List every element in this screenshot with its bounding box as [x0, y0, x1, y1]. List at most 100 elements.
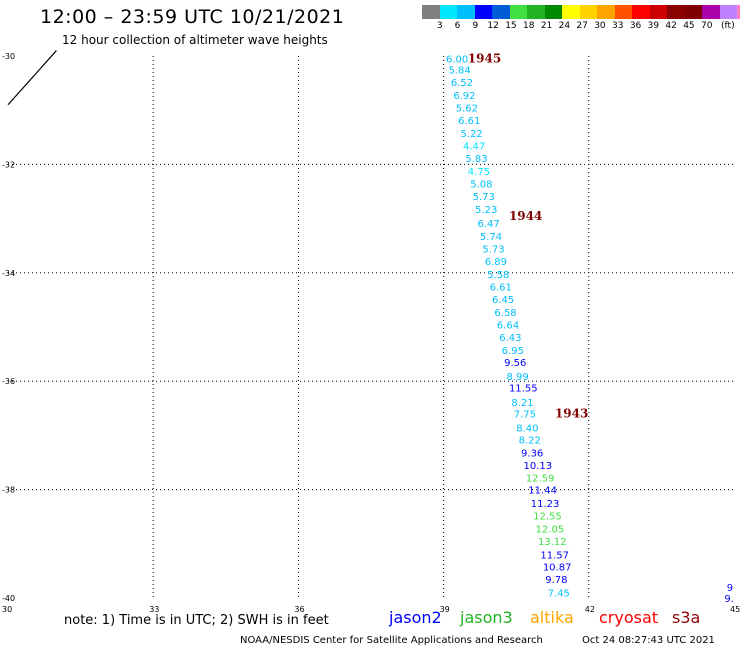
map-subtitle: 12 hour collection of altimeter wave hei…	[62, 33, 328, 47]
colorbar-tick-label: 45	[683, 21, 695, 31]
lon-tick-label: 39	[440, 605, 450, 614]
footer-note: note: 1) Time is in UTC; 2) SWH is in fe…	[64, 613, 329, 628]
satellite-legend-jason3: jason3	[460, 608, 513, 627]
colorbar-swatch	[597, 5, 615, 19]
satellite-legend-altika: altika	[530, 608, 574, 627]
colorbar-tick-label: 21	[540, 21, 553, 31]
map-title: 12:00 – 23:59 UTC 10/21/2021	[40, 6, 345, 28]
colorbar-swatch	[684, 5, 702, 19]
wave-height-value: 5.73	[473, 192, 495, 203]
wave-height-value: 11.57	[540, 551, 569, 562]
wave-height-value: 6.45	[492, 295, 514, 306]
colorbar-tick-label: 3	[436, 21, 443, 31]
wave-height-value: 5.58	[487, 270, 509, 281]
wave-height-colorbar	[422, 5, 740, 19]
wave-height-value: 8.21	[511, 398, 533, 409]
wave-height-value: 6.95	[502, 346, 524, 357]
wave-height-value: 6.47	[477, 219, 499, 230]
wave-height-value: 11.44	[528, 486, 557, 497]
lat-tick-label: -30	[2, 52, 15, 61]
wave-height-value: 10.87	[543, 563, 572, 574]
wave-height-value: 12.05	[536, 525, 565, 536]
wave-height-value: 9.78	[545, 575, 567, 586]
colorbar-swatch	[614, 5, 632, 19]
credit-text: NOAA/NESDIS Center for Satellite Applica…	[240, 635, 543, 646]
colorbar-tick-label: 9	[472, 21, 479, 31]
colorbar-swatch	[474, 5, 492, 19]
satellite-legend-cryosat: cryosat	[599, 608, 659, 627]
track-time-label: 1945	[468, 52, 501, 66]
wave-height-value: 6.61	[458, 116, 480, 127]
lat-tick-label: -38	[2, 486, 15, 495]
wave-height-value: 6.61	[490, 282, 512, 293]
colorbar-swatch	[422, 5, 440, 19]
wave-height-value: 5.08	[470, 179, 492, 190]
wave-height-value: 11.23	[531, 499, 560, 510]
colorbar-tick-label: 24	[558, 21, 571, 31]
colorbar-tick-label: 36	[629, 21, 642, 31]
lon-tick-label: 36	[294, 605, 304, 614]
wave-height-value: 9.56	[504, 358, 526, 369]
wave-height-value: 5.22	[461, 129, 483, 140]
colorbar-swatch	[649, 5, 667, 19]
lon-tick-label: 33	[149, 605, 159, 614]
wave-height-value: 9.36	[521, 449, 543, 460]
wave-height-value: 5.74	[480, 232, 502, 243]
wave-height-value: 5.84	[448, 66, 470, 77]
wave-height-value: 8.40	[516, 423, 538, 434]
wave-height-value: 6.92	[453, 91, 475, 102]
wave-height-value: 4.47	[463, 141, 485, 152]
wave-height-value: 6.00	[446, 55, 468, 66]
colorbar-swatch	[439, 5, 457, 19]
satellite-legend-jason2: jason2	[389, 608, 442, 627]
lat-tick-label: -34	[2, 269, 15, 278]
wave-height-value: 13.12	[538, 537, 567, 548]
wave-height-value: 10.13	[523, 461, 552, 472]
wave-height-value: 4.75	[468, 167, 490, 178]
wave-height-value: 5.73	[482, 244, 504, 255]
colorbar-tick-label: 27	[576, 21, 588, 31]
colorbar-swatch	[562, 5, 580, 19]
colorbar-swatch	[579, 5, 597, 19]
colorbar-tick-label: 30	[594, 21, 606, 31]
colorbar-swatch	[702, 5, 720, 19]
colorbar-swatch	[509, 5, 527, 19]
wave-height-value: 6.43	[499, 333, 521, 344]
lat-tick-label: -40	[2, 594, 15, 603]
colorbar-swatch	[737, 5, 740, 19]
colorbar-tick-label: 12	[487, 21, 499, 31]
colorbar-swatch	[457, 5, 475, 19]
lat-tick-label: -36	[2, 377, 15, 386]
wave-height-value: 6.52	[451, 78, 473, 89]
colorbar-tick-label: 33	[612, 21, 624, 31]
colorbar-swatch	[632, 5, 650, 19]
wave-height-value: 6.89	[485, 257, 507, 268]
wave-height-value: 12.55	[533, 512, 562, 523]
wave-height-value: 9.	[724, 594, 734, 605]
colorbar-tick-label: 42	[665, 21, 677, 31]
wave-height-value: 9	[727, 583, 733, 594]
timestamp-text: Oct 24 08:27:43 UTC 2021	[582, 635, 715, 646]
wave-height-value: 6.64	[497, 320, 519, 331]
lon-tick-label: 42	[585, 605, 595, 614]
wave-height-value: 6.58	[494, 308, 516, 319]
wave-height-value: 5.62	[456, 103, 478, 114]
colorbar-swatch	[527, 5, 545, 19]
colorbar-tick-label: 39	[647, 21, 660, 31]
colorbar-tick-label: 18	[523, 21, 535, 31]
colorbar-swatch	[667, 5, 685, 19]
colorbar-swatch	[719, 5, 737, 19]
wave-height-value: 12.59	[526, 474, 555, 485]
colorbar-tick-label: (ft)	[721, 21, 735, 31]
colorbar-tick-label: 6	[454, 21, 461, 31]
lon-tick-label: 30	[2, 605, 12, 614]
satellite-legend-s3a: s3a	[672, 608, 701, 627]
colorbar-swatch	[544, 5, 562, 19]
lat-tick-label: -32	[2, 160, 15, 169]
wave-height-value: 8.22	[519, 436, 541, 447]
colorbar-labels: 3 6 9 12 15 18 21 24 27 30 33 36 39 42 45 70 (ft)	[422, 21, 740, 33]
colorbar-swatch	[492, 5, 510, 19]
wave-height-value: 7.45	[548, 589, 570, 600]
colorbar-tick-label: 15	[505, 21, 517, 31]
